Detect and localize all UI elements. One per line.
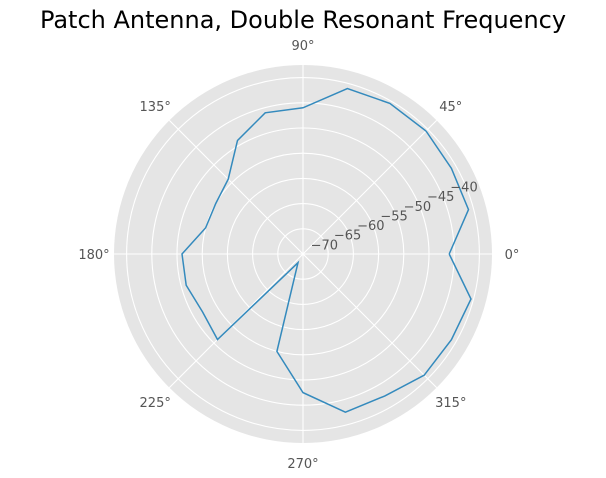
angular-tick-label: 270° bbox=[287, 457, 318, 472]
angular-tick-label: 45° bbox=[439, 100, 462, 115]
angular-tick-label: 90° bbox=[291, 39, 314, 54]
radial-tick-label: −40 bbox=[450, 181, 477, 196]
angular-tick-label: 135° bbox=[140, 100, 171, 115]
polar-grid bbox=[114, 65, 492, 443]
angular-tick-label: 315° bbox=[435, 396, 466, 411]
angular-tick-label: 0° bbox=[505, 248, 520, 263]
angular-tick-label: 225° bbox=[140, 396, 171, 411]
angular-tick-label: 180° bbox=[78, 248, 109, 263]
